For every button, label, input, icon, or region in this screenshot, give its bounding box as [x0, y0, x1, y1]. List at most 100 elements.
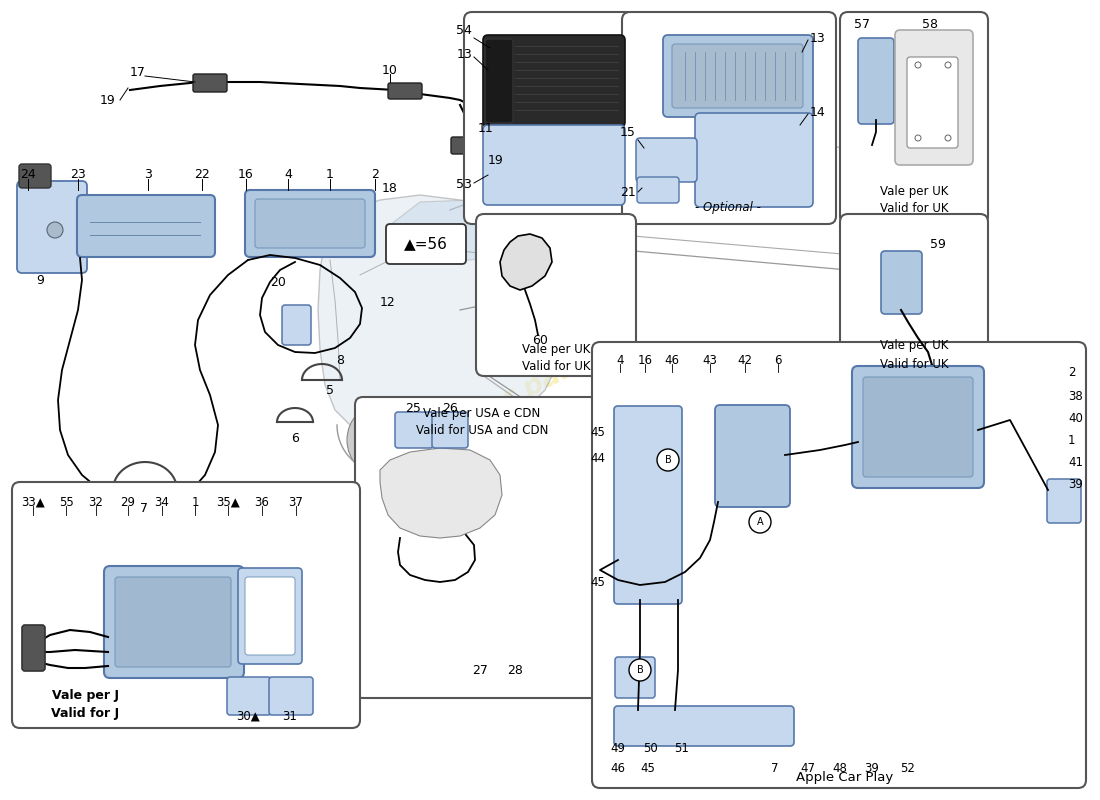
Text: 50: 50: [642, 742, 658, 754]
Text: 6: 6: [292, 431, 299, 445]
Text: 7: 7: [140, 502, 148, 514]
Circle shape: [915, 135, 921, 141]
Text: 48: 48: [833, 762, 847, 774]
Text: 39: 39: [865, 762, 879, 774]
Circle shape: [367, 422, 403, 458]
Text: 16: 16: [638, 354, 652, 366]
Text: Vale per USA e CDN
Valid for USA and CDN: Vale per USA e CDN Valid for USA and CDN: [416, 406, 548, 438]
Text: 30▲: 30▲: [236, 710, 260, 722]
FancyBboxPatch shape: [614, 406, 682, 604]
Text: 36: 36: [254, 495, 270, 509]
FancyBboxPatch shape: [245, 577, 295, 655]
FancyBboxPatch shape: [104, 566, 244, 678]
Text: 21: 21: [620, 186, 636, 198]
Text: 1: 1: [191, 495, 199, 509]
Polygon shape: [390, 200, 535, 260]
FancyBboxPatch shape: [255, 199, 365, 248]
Text: 4: 4: [284, 169, 292, 182]
Text: 17: 17: [130, 66, 146, 78]
Circle shape: [945, 135, 952, 141]
Text: 53: 53: [456, 178, 472, 191]
Text: 1: 1: [326, 169, 334, 182]
Text: 46: 46: [610, 762, 626, 774]
Text: 32: 32: [89, 495, 103, 509]
Text: 51: 51: [674, 742, 690, 754]
FancyBboxPatch shape: [636, 138, 697, 182]
FancyBboxPatch shape: [227, 677, 271, 715]
FancyBboxPatch shape: [840, 12, 988, 224]
Text: 23: 23: [70, 169, 86, 182]
Text: 57: 57: [854, 18, 870, 31]
Text: B: B: [664, 455, 671, 465]
FancyBboxPatch shape: [614, 706, 794, 746]
FancyBboxPatch shape: [12, 482, 360, 728]
Text: since 1985: since 1985: [439, 427, 681, 582]
Text: 60: 60: [532, 334, 548, 346]
Text: ▲=56: ▲=56: [404, 237, 448, 251]
Circle shape: [47, 222, 63, 238]
FancyBboxPatch shape: [483, 125, 625, 205]
FancyBboxPatch shape: [485, 39, 513, 123]
Text: 28: 28: [507, 663, 522, 677]
Circle shape: [492, 402, 568, 478]
Text: 13: 13: [456, 49, 472, 62]
Text: 41: 41: [1068, 455, 1084, 469]
FancyBboxPatch shape: [852, 366, 984, 488]
FancyBboxPatch shape: [895, 30, 974, 165]
FancyBboxPatch shape: [715, 405, 790, 507]
Text: 24: 24: [20, 169, 36, 182]
FancyBboxPatch shape: [395, 412, 433, 448]
FancyBboxPatch shape: [672, 44, 803, 108]
Text: 1: 1: [1068, 434, 1076, 446]
FancyBboxPatch shape: [840, 214, 988, 376]
Circle shape: [629, 659, 651, 681]
Text: 52: 52: [901, 762, 915, 774]
Text: 4: 4: [616, 354, 624, 366]
FancyBboxPatch shape: [858, 38, 894, 124]
FancyBboxPatch shape: [432, 412, 468, 448]
FancyBboxPatch shape: [592, 342, 1086, 788]
Circle shape: [749, 511, 771, 533]
Text: A: A: [757, 517, 763, 527]
Text: 34: 34: [155, 495, 169, 509]
Text: 27: 27: [472, 663, 488, 677]
Text: 10: 10: [382, 63, 398, 77]
FancyBboxPatch shape: [355, 397, 608, 698]
Text: 8: 8: [336, 354, 344, 366]
Text: Vale per UK
Valid for UK: Vale per UK Valid for UK: [880, 185, 948, 215]
Text: 45: 45: [590, 575, 605, 589]
Circle shape: [945, 62, 952, 68]
FancyBboxPatch shape: [663, 35, 813, 117]
FancyBboxPatch shape: [615, 657, 654, 698]
Text: 9: 9: [36, 274, 44, 286]
FancyBboxPatch shape: [192, 74, 227, 92]
Circle shape: [915, 62, 921, 68]
Text: 37: 37: [288, 495, 304, 509]
Text: 39: 39: [1068, 478, 1082, 490]
Circle shape: [512, 422, 548, 458]
Text: 35▲: 35▲: [216, 495, 240, 509]
Text: 12: 12: [381, 295, 396, 309]
Text: 15: 15: [620, 126, 636, 138]
Text: Vale per UK
Valid for UK: Vale per UK Valid for UK: [521, 342, 591, 374]
Text: 42: 42: [737, 354, 752, 366]
Text: 18: 18: [382, 182, 398, 194]
Text: 33▲: 33▲: [21, 495, 45, 509]
Text: Vale per UK
Valid for UK: Vale per UK Valid for UK: [880, 339, 948, 370]
Text: 38: 38: [1068, 390, 1082, 402]
Text: 44: 44: [590, 451, 605, 465]
Text: 14: 14: [810, 106, 826, 118]
Text: 46: 46: [664, 354, 680, 366]
Text: 54: 54: [456, 23, 472, 37]
Text: 31: 31: [283, 710, 297, 722]
Text: 3: 3: [144, 169, 152, 182]
Text: 58: 58: [922, 18, 938, 31]
Text: passion for parts: passion for parts: [356, 340, 604, 490]
FancyBboxPatch shape: [19, 164, 51, 188]
FancyBboxPatch shape: [476, 214, 636, 376]
Circle shape: [657, 449, 679, 471]
Text: B: B: [637, 665, 644, 675]
Polygon shape: [318, 195, 565, 435]
Text: 13: 13: [810, 31, 826, 45]
FancyBboxPatch shape: [245, 190, 375, 257]
